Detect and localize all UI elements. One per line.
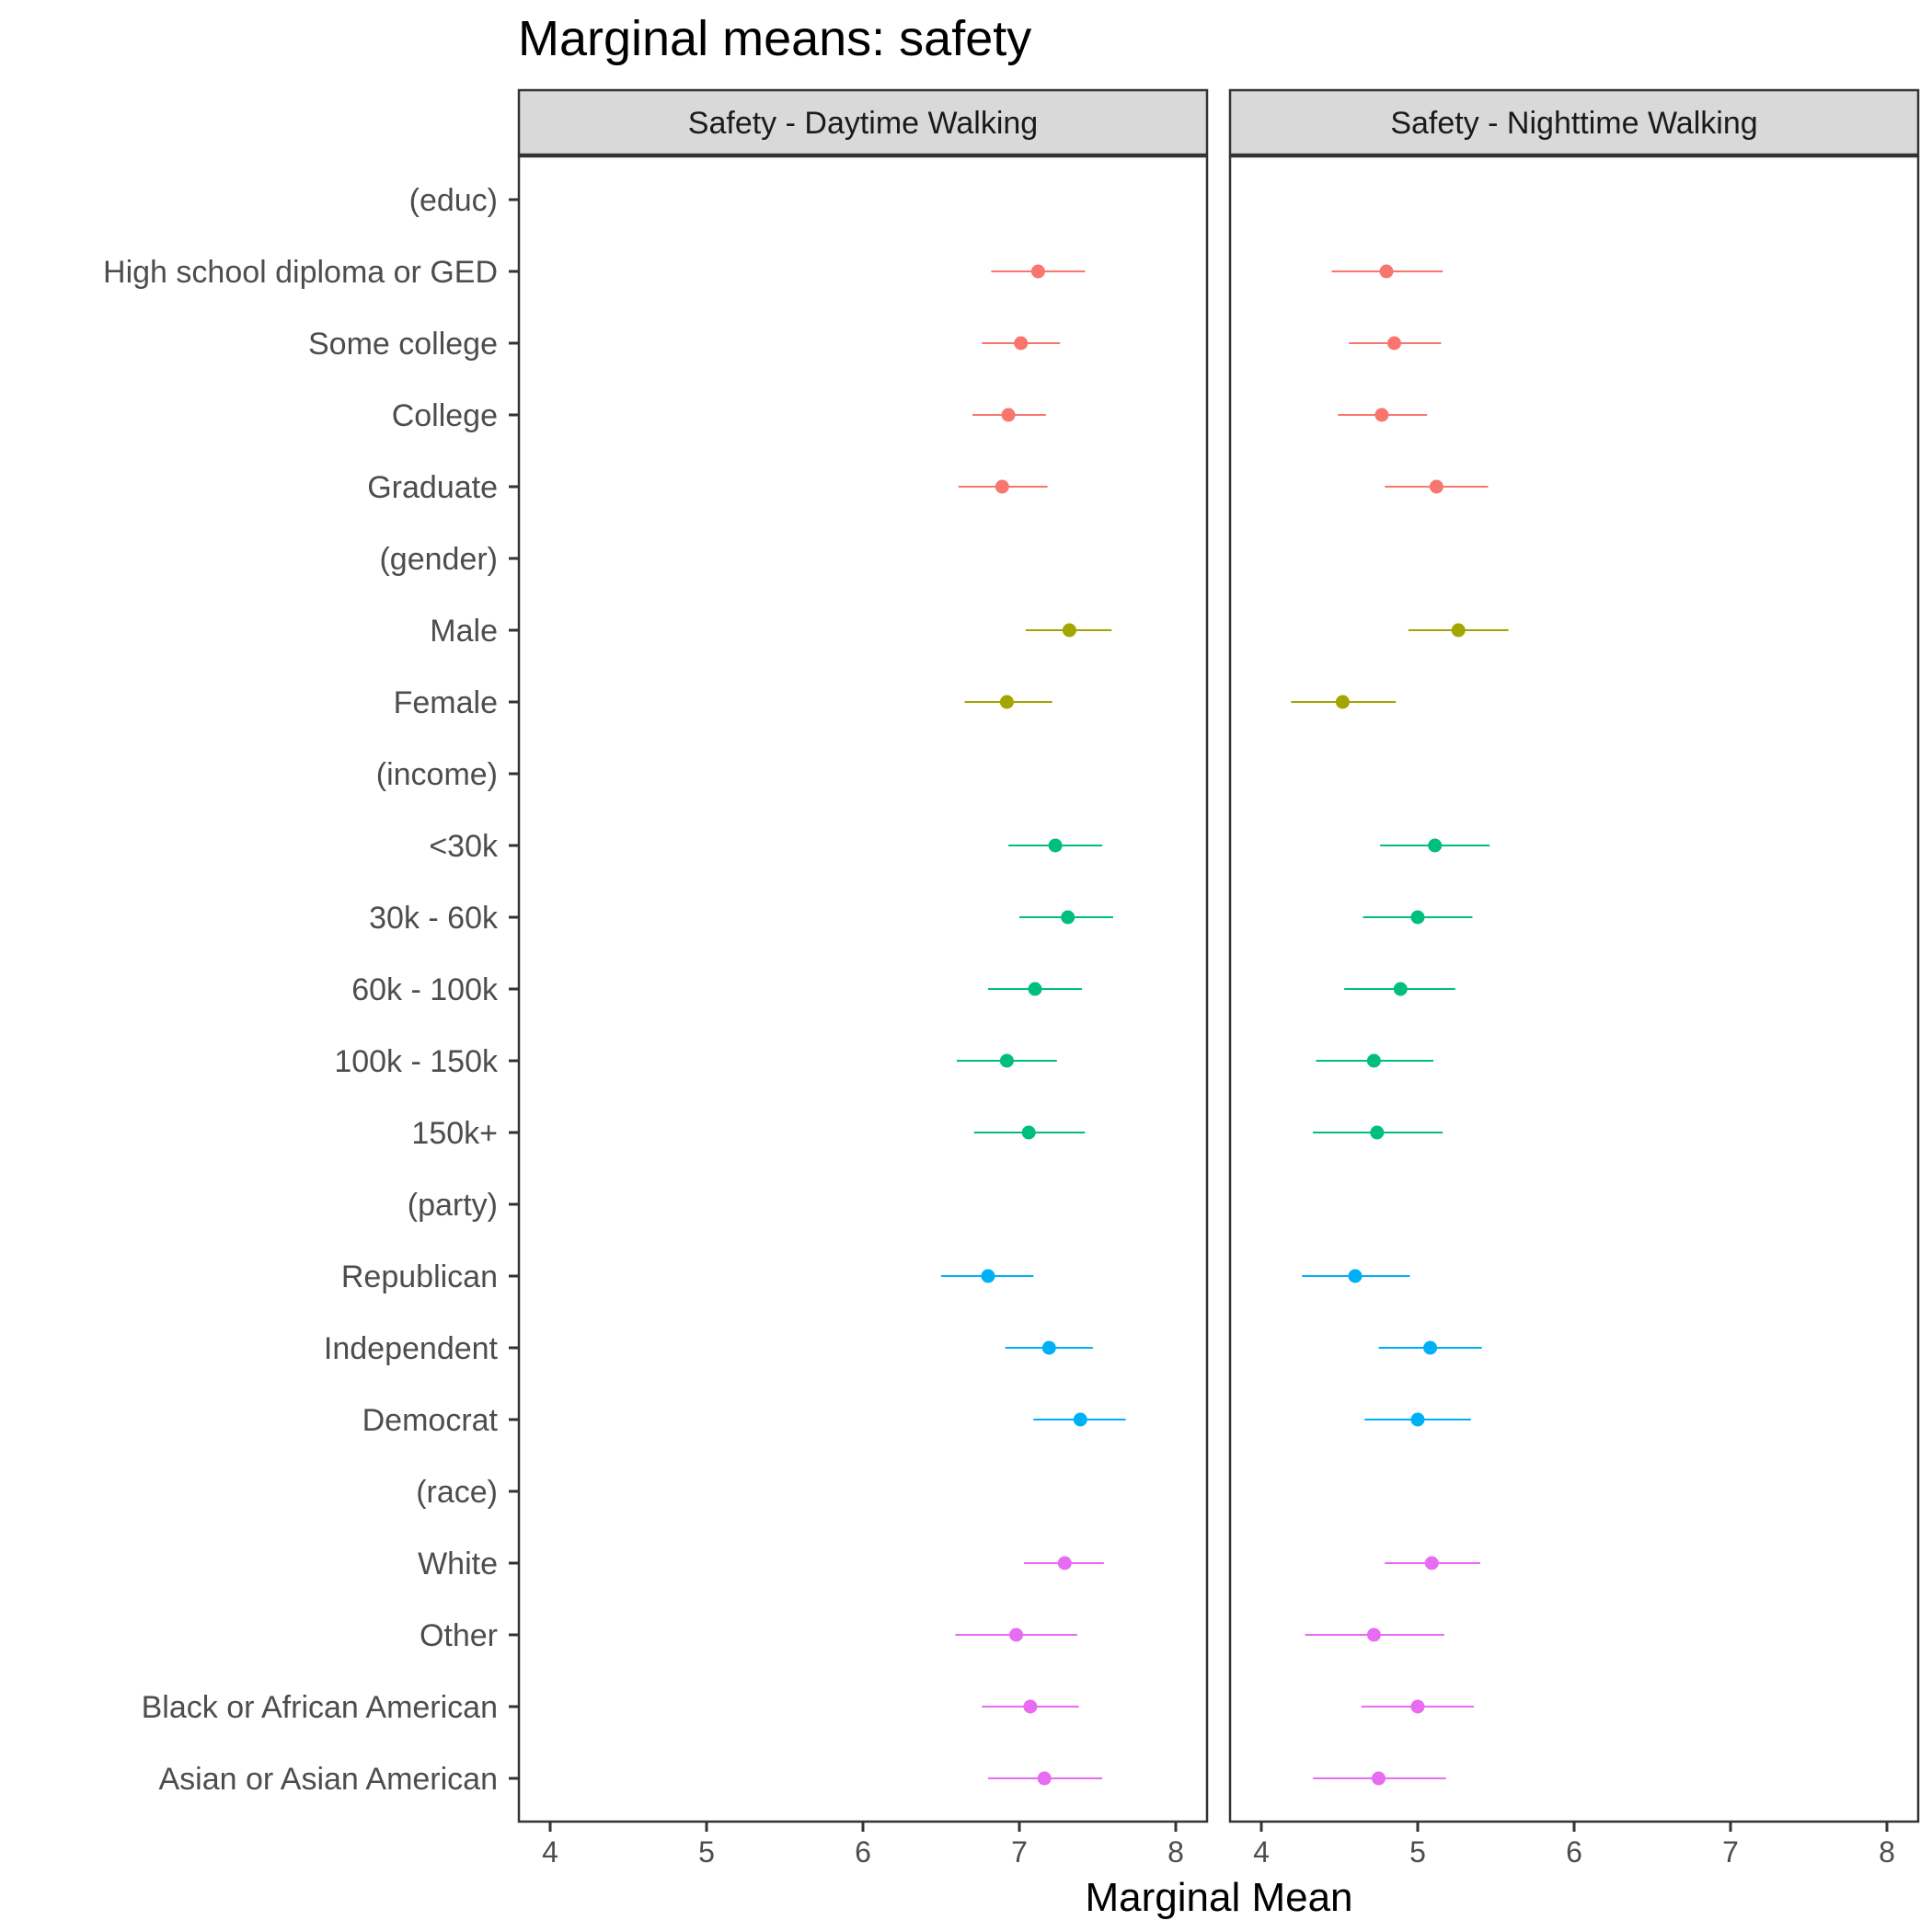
point-some-college [1387, 336, 1401, 351]
facet-strip-label: Safety - Daytime Walking [688, 106, 1038, 141]
point-asian-or-asian-american [1372, 1771, 1386, 1786]
point-graduate [1429, 479, 1443, 494]
point-white [1057, 1556, 1072, 1570]
point-30k [1428, 838, 1443, 853]
x-tick-label: 8 [1879, 1835, 1895, 1869]
point-female [1335, 695, 1350, 709]
y-tick-label-race: (race) [416, 1475, 498, 1510]
y-tick-label-black-or-african-american: Black or African American [142, 1690, 498, 1725]
y-tick-label-30k: <30k [429, 829, 499, 864]
point-male [1451, 623, 1466, 638]
point-150k [1370, 1125, 1385, 1140]
y-tick-label-male: Male [430, 614, 498, 649]
y-tick-label-150k: 150k+ [411, 1116, 498, 1151]
y-tick-label-some-college: Some college [308, 327, 498, 362]
point-100k-150k [1366, 1053, 1381, 1068]
x-tick-label: 4 [1253, 1835, 1270, 1869]
point-30k-60k [1410, 910, 1425, 925]
y-tick-label-educ: (educ) [409, 183, 498, 218]
x-axis-label: Marginal Mean [1085, 1875, 1352, 1920]
y-tick-label-college: College [392, 398, 498, 433]
panel-border [1228, 155, 1920, 1823]
point-black-or-african-american [1023, 1699, 1038, 1714]
y-tick-label-graduate: Graduate [367, 470, 498, 505]
panel-2: Safety - Nighttime Walking 4 5 6 7 8 [1228, 88, 1920, 1869]
y-tick-label-republican: Republican [341, 1259, 498, 1294]
point-high-school-diploma-or-ged [1379, 264, 1394, 279]
point-white [1424, 1556, 1439, 1570]
chart-title: Marginal means: safety [518, 11, 1031, 66]
point-high-school-diploma-or-ged [1030, 264, 1045, 279]
y-tick-label-democrat: Democrat [362, 1403, 499, 1438]
x-tick-label: 4 [542, 1835, 558, 1869]
y-axis: (educ) High school diploma or GED Some col… [103, 183, 519, 1797]
x-tick-label: 5 [698, 1835, 715, 1869]
point-graduate [995, 479, 1009, 494]
point-republican [1348, 1269, 1363, 1283]
facet-strip [517, 88, 1209, 156]
x-tick-label: 7 [1722, 1835, 1739, 1869]
y-tick-label-income: (income) [376, 757, 498, 792]
point-independent [1423, 1340, 1438, 1355]
y-tick-label-60k-100k: 60k - 100k [351, 972, 499, 1007]
point-asian-or-asian-american [1037, 1771, 1052, 1786]
point-black-or-african-american [1410, 1699, 1425, 1714]
point-30k [1048, 838, 1063, 853]
point-60k-100k [1393, 982, 1408, 996]
panel-1: Safety - Daytime Walking 4 5 6 7 8 [517, 88, 1209, 1869]
x-tick-label: 6 [1566, 1835, 1582, 1869]
y-tick-label-independent: Independent [324, 1331, 499, 1366]
x-tick-label: 7 [1011, 1835, 1028, 1869]
y-tick-label-asian-or-asian-american: Asian or Asian American [158, 1762, 498, 1797]
y-tick-label-party: (party) [408, 1188, 498, 1223]
y-tick-label-gender: (gender) [379, 542, 498, 577]
point-other [1009, 1627, 1024, 1642]
point-college [1001, 408, 1016, 422]
y-tick-label-100k-150k: 100k - 150k [334, 1044, 499, 1079]
point-democrat [1410, 1412, 1425, 1427]
x-tick-label: 6 [855, 1835, 871, 1869]
x-tick-label: 5 [1409, 1835, 1426, 1869]
point-some-college [1014, 336, 1029, 351]
y-tick-label-female: Female [394, 685, 498, 720]
x-tick-label: 8 [1167, 1835, 1184, 1869]
point-30k-60k [1061, 910, 1075, 925]
point-republican [981, 1269, 995, 1283]
point-independent [1041, 1340, 1056, 1355]
point-other [1366, 1627, 1381, 1642]
point-college [1374, 408, 1389, 422]
point-100k-150k [999, 1053, 1014, 1068]
y-tick-label-white: White [418, 1547, 498, 1581]
point-150k [1021, 1125, 1036, 1140]
point-60k-100k [1028, 982, 1042, 996]
y-tick-label-high-school-diploma-or-ged: High school diploma or GED [103, 255, 498, 290]
y-tick-label-other: Other [420, 1618, 498, 1653]
point-female [999, 695, 1014, 709]
panel-border [517, 155, 1209, 1823]
facet-strip-label: Safety - Nighttime Walking [1390, 106, 1757, 141]
point-male [1062, 623, 1076, 638]
y-tick-label-30k-60k: 30k - 60k [369, 901, 499, 936]
facet-strip [1228, 88, 1920, 156]
point-democrat [1073, 1412, 1087, 1427]
